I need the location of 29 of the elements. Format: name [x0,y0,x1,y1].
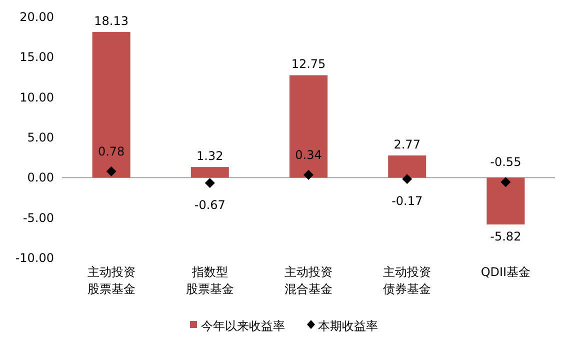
data-label: 2.77 [394,137,420,152]
x-tick-label: 主动投资混合基金 [284,265,332,296]
legend-label: 本期收益率 [318,319,378,333]
data-label: -5.82 [490,229,522,244]
data-label: -0.67 [194,198,226,212]
y-tick-label: 5.00 [27,130,54,144]
y-tick-label: 0.00 [27,170,54,185]
x-tick-label: 主动投资债券基金 [383,265,432,296]
y-tick-label: -5.00 [22,210,54,225]
x-tick-label: 指数型股票基金 [186,265,234,296]
data-label: 18.13 [94,14,128,28]
data-label: 1.32 [196,149,224,164]
bar [388,155,426,178]
data-label: 12.75 [291,57,326,72]
data-label: -0.55 [490,155,522,170]
bar [486,178,525,224]
bar [190,167,229,178]
data-label: 0.78 [98,144,125,158]
y-tick-label: 15.00 [20,50,54,64]
legend-label: 今年以来收益率 [201,319,285,333]
y-tick-label: -10.00 [15,251,54,265]
y-tick-label: 20.00 [20,10,54,24]
data-label: 0.34 [295,148,322,162]
x-tick-label: QDII基金 [480,265,531,279]
y-tick-label: 10.00 [20,90,54,104]
bar [92,32,130,178]
bar [290,75,328,178]
data-label: -0.17 [392,194,423,208]
x-tick-label: 主动投资股票基金 [87,265,136,296]
